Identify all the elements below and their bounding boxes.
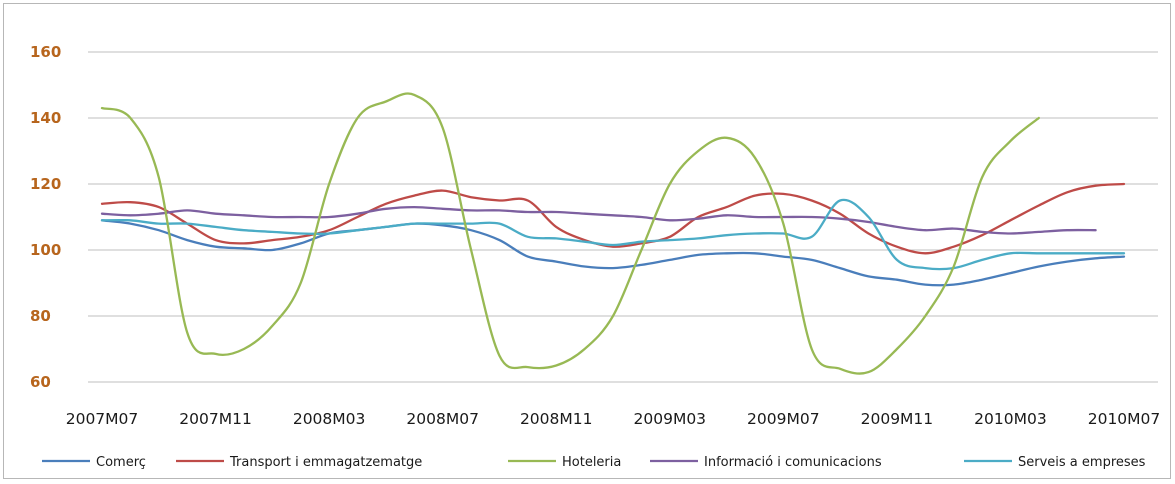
y-axis: 60 80 100 120 140 160 [30, 43, 61, 391]
series-line-3 [100, 205, 1097, 235]
x-tick-label: 2008M11 [520, 410, 593, 428]
legend-label: Informació i comunicacions [704, 455, 882, 470]
legend-label: Comerç [96, 455, 146, 470]
series-line-1 [100, 182, 1126, 255]
x-tick-label: 2008M03 [293, 410, 366, 428]
legend-label: Hoteleria [562, 455, 621, 470]
x-tick-label: 2007M07 [66, 410, 139, 428]
y-tick-label: 100 [30, 241, 61, 259]
x-axis: 2007M07 2007M11 2008M03 2008M07 2008M11 2009M… [66, 410, 1161, 428]
series-lines [100, 92, 1126, 375]
x-tick-label: 2009M03 [634, 410, 707, 428]
x-tick-label: 2008M07 [406, 410, 479, 428]
legend: Comerç Transport i emmagatzematge Hoteleri… [42, 455, 1146, 470]
y-tick-label: 60 [30, 373, 51, 391]
x-tick-label: 2010M07 [1088, 410, 1161, 428]
legend-label: Transport i emmagatzematge [229, 455, 422, 470]
x-tick-label: 2009M11 [861, 410, 934, 428]
y-tick-label: 160 [30, 43, 61, 61]
y-tick-label: 120 [30, 175, 61, 193]
x-tick-label: 2010M03 [974, 410, 1047, 428]
x-tick-label: 2007M11 [179, 410, 252, 428]
y-tick-label: 140 [30, 109, 61, 127]
series-line-0 [100, 219, 1126, 287]
y-tick-label: 80 [30, 307, 51, 325]
series-line-2 [100, 92, 1040, 375]
x-tick-label: 2009M07 [747, 410, 820, 428]
legend-label: Serveis a empreses [1018, 455, 1146, 470]
